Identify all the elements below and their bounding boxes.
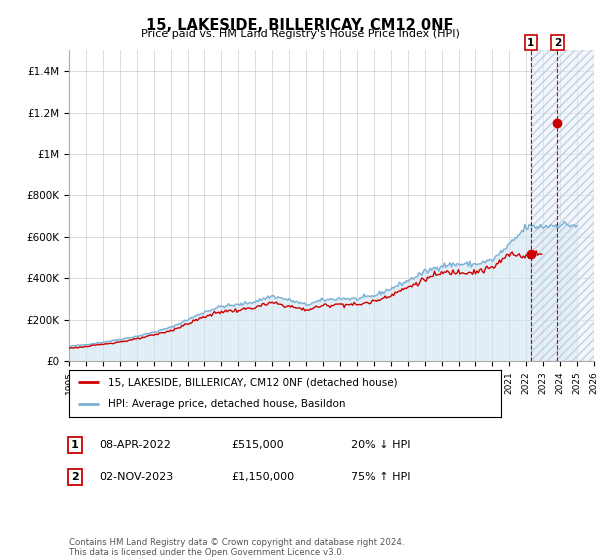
Text: £515,000: £515,000 xyxy=(231,440,284,450)
Text: 1: 1 xyxy=(527,38,535,48)
Text: 08-APR-2022: 08-APR-2022 xyxy=(99,440,171,450)
Text: Contains HM Land Registry data © Crown copyright and database right 2024.
This d: Contains HM Land Registry data © Crown c… xyxy=(69,538,404,557)
Text: 75% ↑ HPI: 75% ↑ HPI xyxy=(351,472,410,482)
Text: 02-NOV-2023: 02-NOV-2023 xyxy=(99,472,173,482)
Text: HPI: Average price, detached house, Basildon: HPI: Average price, detached house, Basi… xyxy=(108,399,346,409)
Text: 1: 1 xyxy=(71,440,79,450)
Text: Price paid vs. HM Land Registry's House Price Index (HPI): Price paid vs. HM Land Registry's House … xyxy=(140,29,460,39)
Text: 15, LAKESIDE, BILLERICAY, CM12 0NF: 15, LAKESIDE, BILLERICAY, CM12 0NF xyxy=(146,18,454,33)
Text: £1,150,000: £1,150,000 xyxy=(231,472,294,482)
Text: 2: 2 xyxy=(554,38,561,48)
Text: 15, LAKESIDE, BILLERICAY, CM12 0NF (detached house): 15, LAKESIDE, BILLERICAY, CM12 0NF (deta… xyxy=(108,377,398,388)
Text: 2: 2 xyxy=(71,472,79,482)
Text: 20% ↓ HPI: 20% ↓ HPI xyxy=(351,440,410,450)
